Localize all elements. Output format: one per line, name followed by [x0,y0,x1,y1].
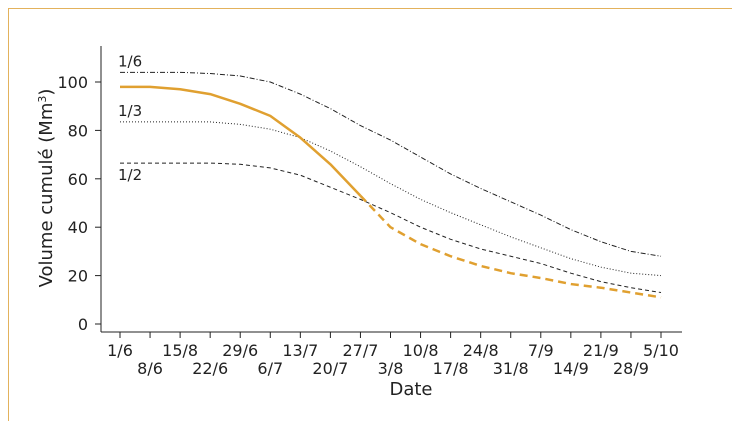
x-tick-label: 13/7 [282,341,318,360]
y-axis-title-superscript: 3 [36,96,49,103]
x-ticks: 1/68/615/822/629/66/713/720/727/73/810/8… [107,332,679,378]
series-label: 1/3 [118,102,142,120]
y-tick-label: 40 [68,218,88,237]
x-axis-title: Date [389,379,432,400]
y-tick-label: 60 [68,170,88,189]
frame-left-border [8,8,9,421]
x-tick-label: 31/8 [493,359,529,378]
series-labels: 1/6 1/3 1/2 [118,52,142,184]
x-tick-label: 5/10 [643,341,679,360]
series-label: 1/2 [118,166,142,184]
y-tick-label: 80 [68,121,88,140]
series-line-solid-accent [120,85,362,197]
series-line-1-2 [120,162,662,294]
series-line-1-6 [120,71,662,257]
series-label: 1/6 [118,52,142,70]
x-tick-label: 20/7 [312,359,348,378]
series-line-1-3 [120,121,662,277]
series-line-dashed-accent [359,194,662,299]
x-tick-label: 28/9 [613,359,649,378]
x-tick-label: 14/9 [553,359,589,378]
x-tick-label: 24/8 [463,341,499,360]
y-tick-label: 100 [57,73,88,92]
y-tick-label: 0 [78,315,88,334]
y-axis-title: Volume cumulé (Mm3) [36,89,58,288]
series-layer [120,71,662,299]
x-tick-label: 7/9 [528,341,554,360]
x-tick-label: 21/9 [583,341,619,360]
x-tick-label: 10/8 [403,341,439,360]
x-tick-label: 15/8 [162,341,198,360]
x-tick-label: 3/8 [378,359,404,378]
x-tick-label: 27/7 [342,341,378,360]
x-tick-label: 8/6 [137,359,163,378]
y-tick-label: 20 [68,267,88,286]
x-tick-label: 22/6 [192,359,228,378]
x-tick-label: 17/8 [433,359,469,378]
frame-top-border [8,8,732,9]
x-tick-label: 6/7 [257,359,283,378]
y-ticks: 0 20 40 60 80 100 [57,73,101,334]
x-tick-label: 1/6 [107,341,133,360]
y-axis-title-close: ) [36,89,57,96]
y-axis-title-text: Volume cumulé (Mm [36,103,57,288]
x-tick-label: 29/6 [222,341,258,360]
